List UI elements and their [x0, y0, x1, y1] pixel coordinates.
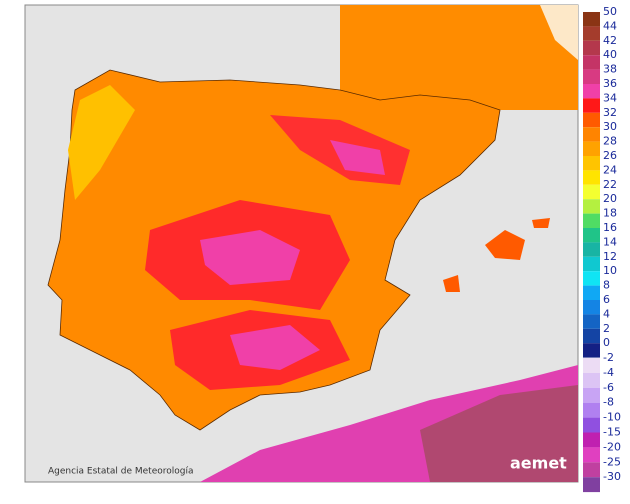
ibiza	[443, 275, 460, 292]
legend-swatch	[583, 112, 600, 128]
legend-swatch	[583, 170, 600, 185]
legend-swatch	[583, 328, 600, 344]
legend-label: 26	[603, 149, 617, 162]
legend-label: 42	[603, 34, 617, 47]
legend: 5044424038363432302826242220181614121086…	[583, 5, 621, 493]
legend-swatch	[583, 358, 600, 373]
legend-label: 38	[603, 63, 617, 76]
legend-label: -8	[603, 396, 614, 409]
legend-swatch	[583, 98, 600, 113]
legend-label: -2	[603, 351, 614, 364]
legend-label: 2	[603, 322, 610, 335]
legend-label: -15	[603, 426, 621, 439]
legend-swatch	[583, 199, 600, 214]
legend-swatch	[583, 156, 600, 171]
legend-label: -30	[603, 470, 621, 483]
legend-label: 16	[603, 221, 617, 234]
legend-swatch	[583, 300, 600, 315]
legend-label: 6	[603, 293, 610, 306]
legend-swatch	[583, 141, 600, 156]
credit: Agencia Estatal de Meteorología	[48, 467, 194, 477]
legend-label: 36	[603, 77, 617, 90]
legend-swatch	[583, 447, 600, 463]
legend-label: 4	[603, 307, 610, 320]
legend-swatch	[583, 477, 600, 493]
legend-label: -4	[603, 366, 614, 379]
legend-label: -20	[603, 440, 621, 453]
legend-label: 50	[603, 5, 617, 18]
legend-label: 8	[603, 279, 610, 292]
legend-label: 20	[603, 192, 617, 205]
legend-swatch	[583, 343, 600, 358]
legend-swatch	[583, 402, 600, 418]
legend-swatch	[583, 84, 600, 99]
legend-swatch	[583, 271, 600, 286]
mallorca	[485, 230, 525, 260]
south-hottest	[230, 325, 320, 370]
legend-swatch	[583, 387, 600, 403]
legend-label: 18	[603, 207, 617, 220]
legend-swatch	[583, 228, 600, 243]
legend-label: 34	[603, 91, 617, 104]
legend-swatch	[583, 372, 600, 388]
ebro-hottest	[330, 140, 385, 175]
africa-hottest	[420, 385, 578, 482]
legend-swatch	[583, 69, 600, 84]
legend-label: 0	[603, 336, 610, 349]
legend-swatch	[583, 242, 600, 257]
legend-label: 10	[603, 264, 617, 277]
legend-label: 30	[603, 120, 617, 133]
sea-light	[540, 5, 578, 60]
legend-swatch	[583, 184, 600, 200]
legend-swatch	[583, 12, 600, 27]
legend-swatch	[583, 213, 600, 228]
legend-label: -25	[603, 455, 621, 468]
legend-label: 44	[603, 19, 617, 32]
legend-swatch	[583, 314, 600, 329]
northwest-warm	[68, 85, 135, 200]
france	[340, 5, 578, 110]
legend-label: 40	[603, 48, 617, 61]
logo: aemet	[510, 454, 567, 473]
legend-swatch	[583, 462, 600, 478]
legend-swatch	[583, 127, 600, 142]
legend-swatch	[583, 26, 600, 41]
legend-label: 32	[603, 106, 617, 119]
legend-swatch	[583, 256, 600, 272]
central-hottest	[200, 230, 300, 285]
legend-label: 12	[603, 250, 617, 263]
legend-label: 28	[603, 135, 617, 148]
legend-swatch	[583, 417, 600, 433]
menorca	[532, 218, 550, 228]
legend-swatch	[583, 40, 600, 56]
legend-swatch	[583, 55, 600, 70]
map	[47, 5, 578, 482]
legend-label: -6	[603, 381, 614, 394]
legend-swatch	[583, 432, 600, 448]
legend-label: 24	[603, 163, 617, 176]
legend-swatch	[583, 285, 600, 300]
legend-label: -10	[603, 411, 621, 424]
legend-label: 22	[603, 178, 617, 191]
legend-label: 14	[603, 235, 617, 248]
